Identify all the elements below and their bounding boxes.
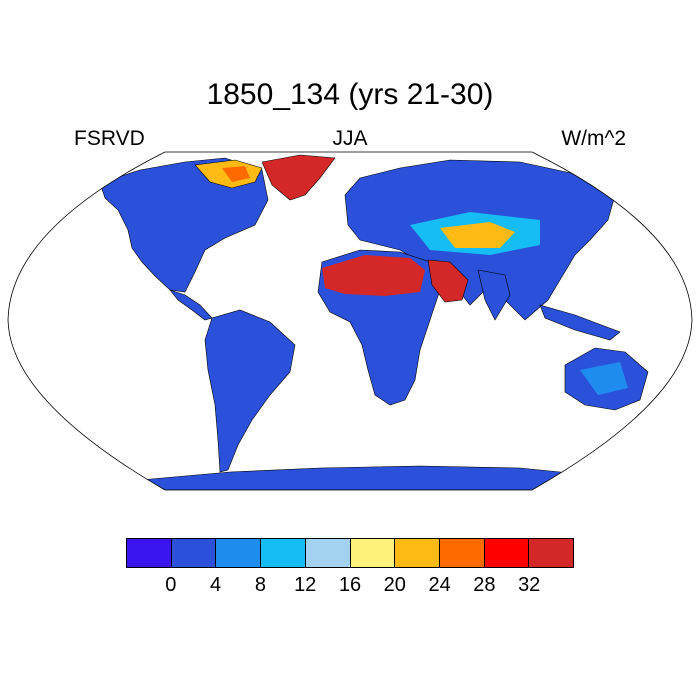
- colorbar-bin: [305, 539, 351, 567]
- north-america: [99, 157, 269, 293]
- arabia: [427, 259, 469, 303]
- variable-label: FSRVD: [74, 127, 145, 150]
- colorbar-tick-label: 4: [210, 574, 222, 596]
- colorbar-bin: [216, 539, 262, 567]
- colorbar-tick-label: 16: [338, 574, 362, 596]
- south-america: [204, 309, 296, 473]
- colorbar-tick-label: 24: [428, 574, 451, 596]
- colorbar-tick-label: 28: [473, 574, 496, 596]
- india: [477, 269, 511, 321]
- colorbar-bin: [127, 539, 172, 567]
- season-label: JJA: [332, 127, 368, 150]
- colorbar-bin: [395, 539, 440, 567]
- colorbar-bin: [350, 539, 396, 567]
- arctic-islands-core: [222, 166, 250, 182]
- colorbar-bin: [484, 539, 530, 567]
- map-title: 1850_134 (yrs 21-30): [206, 78, 494, 111]
- se-asia-islands: [539, 304, 621, 341]
- colorbar-bin: [261, 539, 306, 567]
- colorbar-bin: [529, 539, 574, 567]
- colorbar: [126, 538, 574, 568]
- tibet-warm: [440, 222, 515, 248]
- australia-mid: [580, 362, 628, 395]
- colorbar-tick-label: 0: [165, 574, 177, 596]
- colorbar-tick-label: 8: [254, 574, 266, 596]
- units-label: W/m^2: [561, 127, 626, 150]
- globe-outline: [7, 151, 693, 491]
- colorbar-tick-label: 32: [518, 574, 541, 596]
- colorbar-bin: [171, 539, 217, 567]
- colorbar-tick-label: 20: [383, 574, 406, 596]
- sahara: [322, 255, 425, 296]
- central-america: [169, 289, 213, 321]
- colorbar-tick-label: 12: [294, 574, 317, 596]
- colorbar-bin: [439, 539, 485, 567]
- greenland: [261, 154, 336, 201]
- antarctica: [139, 465, 621, 490]
